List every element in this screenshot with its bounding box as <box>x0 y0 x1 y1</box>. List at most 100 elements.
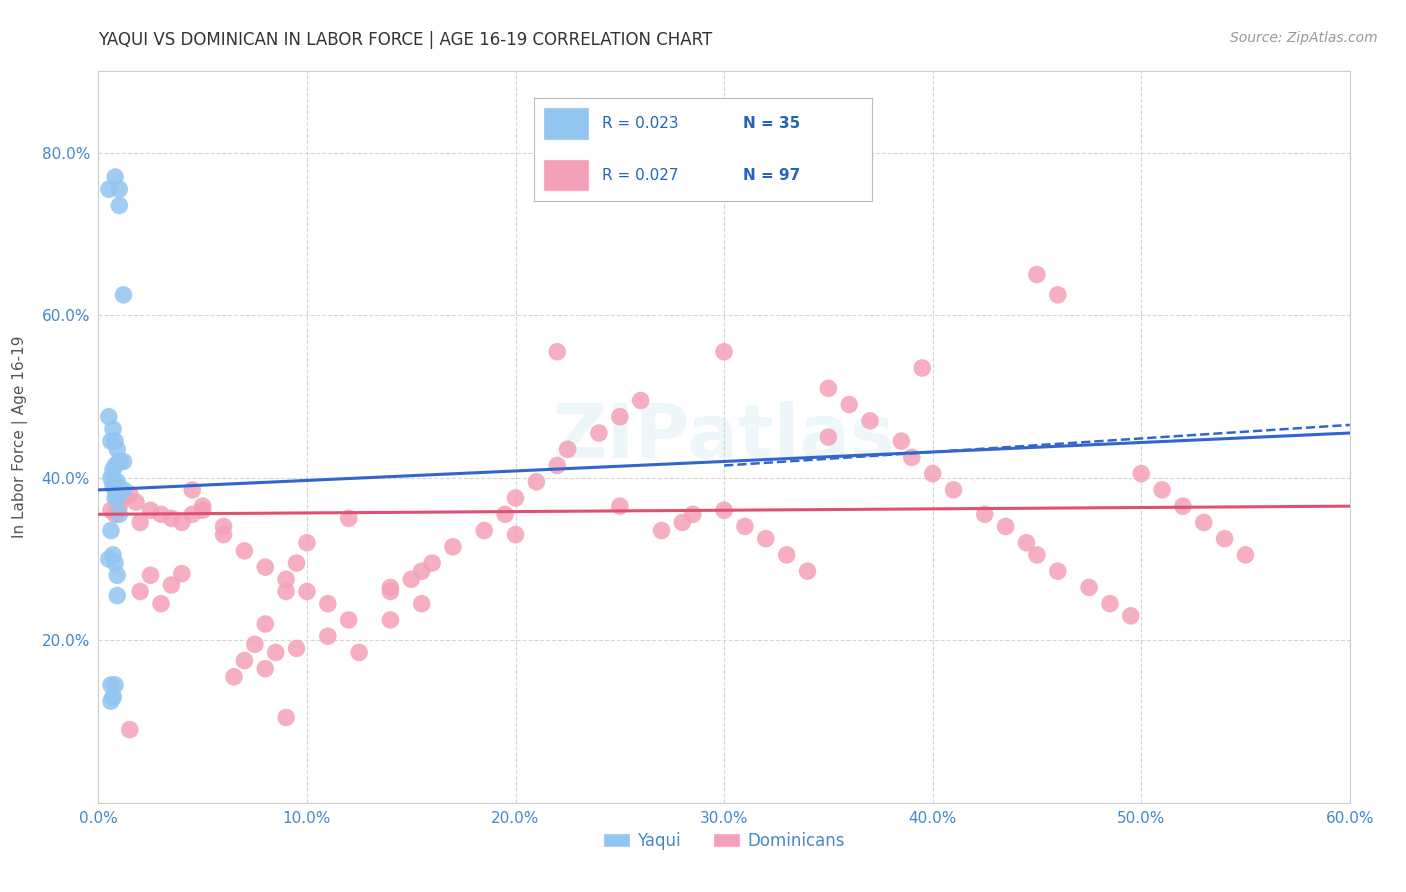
Point <box>108 454 131 468</box>
Point <box>118 487 141 501</box>
Point <box>233 544 256 558</box>
Point <box>295 535 318 549</box>
Point <box>105 475 128 489</box>
Point <box>274 572 298 586</box>
Point <box>104 169 127 184</box>
Point <box>1026 268 1049 282</box>
Point <box>609 409 631 424</box>
Point <box>900 450 922 465</box>
Point <box>734 519 756 533</box>
Point <box>254 560 277 574</box>
Point <box>101 690 124 705</box>
Point <box>101 690 124 705</box>
Point <box>1026 548 1049 562</box>
Point <box>97 409 120 424</box>
Point <box>160 511 183 525</box>
FancyBboxPatch shape <box>544 109 588 139</box>
Point <box>671 516 693 530</box>
Point <box>100 694 122 708</box>
Point <box>112 288 135 302</box>
Point <box>1171 499 1194 513</box>
Point <box>108 454 131 468</box>
Point <box>105 568 128 582</box>
Point <box>776 548 799 562</box>
Point <box>104 556 127 570</box>
Point <box>411 597 433 611</box>
Point <box>105 491 128 505</box>
Point <box>112 483 135 497</box>
Point <box>105 442 128 457</box>
Point <box>212 519 235 533</box>
Point <box>411 564 433 578</box>
Point <box>181 483 204 497</box>
Point <box>494 508 516 522</box>
Point <box>101 548 124 562</box>
Text: ZIPatlas: ZIPatlas <box>553 401 896 474</box>
Point <box>101 422 124 436</box>
Point <box>170 516 193 530</box>
Point <box>97 552 120 566</box>
Point <box>108 198 131 212</box>
Point <box>150 508 173 522</box>
Point <box>337 511 360 525</box>
Point <box>105 589 128 603</box>
Point <box>104 678 127 692</box>
Point <box>222 670 245 684</box>
Point <box>505 527 527 541</box>
Point <box>101 479 124 493</box>
Point <box>191 503 214 517</box>
Point <box>118 723 141 737</box>
Point <box>401 572 423 586</box>
Point <box>100 524 122 538</box>
Point <box>97 182 120 196</box>
Point <box>129 584 152 599</box>
Point <box>285 556 308 570</box>
Point <box>104 483 127 497</box>
Point <box>243 637 266 651</box>
Point <box>1119 608 1142 623</box>
Point <box>139 503 162 517</box>
Y-axis label: In Labor Force | Age 16-19: In Labor Force | Age 16-19 <box>11 335 28 539</box>
Point <box>1046 288 1069 302</box>
Point <box>994 519 1017 533</box>
Point <box>274 710 298 724</box>
Point <box>101 462 124 476</box>
Point <box>104 434 127 449</box>
Point <box>285 641 308 656</box>
Point <box>104 491 127 505</box>
Point <box>233 654 256 668</box>
Point <box>796 564 818 578</box>
Point <box>942 483 965 497</box>
Point <box>921 467 943 481</box>
Point <box>817 381 839 395</box>
Point <box>274 584 298 599</box>
Point <box>100 678 122 692</box>
Point <box>264 645 287 659</box>
Point <box>212 527 235 541</box>
Point <box>630 393 652 408</box>
Point <box>316 597 339 611</box>
Point <box>337 613 360 627</box>
Point <box>557 442 579 457</box>
Point <box>160 578 183 592</box>
Point <box>420 556 443 570</box>
Point <box>104 458 127 473</box>
Point <box>505 491 527 505</box>
Legend: Yaqui, Dominicans: Yaqui, Dominicans <box>598 825 851 856</box>
Point <box>129 516 152 530</box>
Text: N = 97: N = 97 <box>744 168 801 183</box>
Point <box>170 566 193 581</box>
FancyBboxPatch shape <box>544 160 588 190</box>
Point <box>254 662 277 676</box>
Text: YAQUI VS DOMINICAN IN LABOR FORCE | AGE 16-19 CORRELATION CHART: YAQUI VS DOMINICAN IN LABOR FORCE | AGE … <box>98 31 713 49</box>
Point <box>380 584 402 599</box>
Point <box>100 434 122 449</box>
Point <box>1098 597 1121 611</box>
Point <box>911 361 934 376</box>
Point <box>150 597 173 611</box>
Point <box>651 524 673 538</box>
Point <box>1150 483 1173 497</box>
Point <box>101 475 124 489</box>
Point <box>890 434 912 449</box>
Point <box>546 458 568 473</box>
